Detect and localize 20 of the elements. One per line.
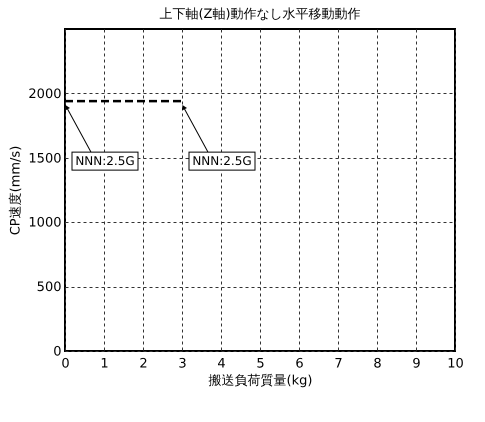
y-tick-label: 500 [36, 280, 62, 296]
annotation: NNN:2.5G [75, 154, 135, 168]
x-tick-label: 9 [412, 356, 421, 372]
x-tick-label: 10 [447, 356, 464, 372]
x-axis-title: 搬送負荷質量(kg) [208, 374, 312, 388]
y-tick-label: 1500 [28, 151, 62, 166]
x-tick-label: 2 [139, 356, 148, 372]
y-tick-label: 0 [53, 344, 62, 360]
x-tick-label: 8 [373, 356, 382, 372]
x-tick-label: 1 [100, 356, 109, 372]
y-tick-label: 1000 [28, 216, 62, 231]
x-tick-label: 4 [217, 356, 226, 372]
y-axis-title: CP速度(mm/s) [7, 146, 24, 236]
chart-title: 上下軸(Z軸)動作なし水平移動動作 [159, 7, 361, 22]
x-tick-label: 7 [334, 356, 343, 372]
y-tick-label: 2000 [28, 86, 62, 102]
x-tick-label: 3 [178, 356, 187, 372]
x-tick-label: 6 [295, 356, 304, 372]
annotation: NNN:2.5G [192, 154, 252, 168]
x-tick-label: 5 [256, 356, 265, 372]
